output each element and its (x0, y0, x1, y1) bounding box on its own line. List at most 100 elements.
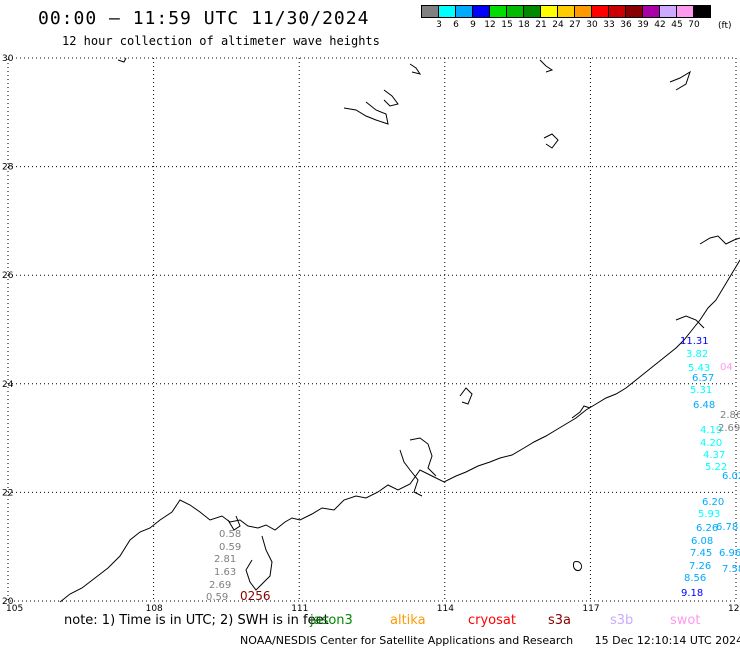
legend-swatch (693, 5, 711, 18)
credits-timestamp: 15 Dec 12:10:14 UTC 2024 (594, 634, 740, 647)
longitude-label: 111 (291, 604, 308, 614)
wave-height-label: 2.69 (718, 423, 740, 434)
wave-height-label: 5.22 (705, 462, 727, 473)
satellite-s3b: s3b (610, 613, 634, 628)
coast-inlet-4 (409, 437, 437, 477)
legend-label: 18 (518, 20, 530, 30)
wave-height-label: 6.78 (716, 522, 738, 533)
lake-4 (409, 63, 422, 75)
legend-label: 27 (569, 20, 581, 30)
wave-height-label: 1.63 (214, 567, 236, 578)
longitude-label: 120 (728, 604, 740, 614)
latitude-label: 20 (2, 597, 14, 607)
river-lake (343, 101, 389, 125)
credits-agency: NOAA/NESDIS Center for Satellite Applica… (240, 634, 574, 647)
mainland-coastline (59, 259, 740, 603)
legend-label: 12 (484, 20, 496, 30)
legend-label: 45 (671, 20, 683, 30)
island-1 (573, 561, 583, 571)
footer-note: note: 1) Time is in UTC; 2) SWH is in fe… (64, 613, 329, 628)
satellite-swot: swot (670, 613, 701, 628)
wave-height-label: 0.59 (206, 592, 228, 603)
longitude-label: 108 (146, 604, 163, 614)
lake-5 (539, 59, 554, 73)
legend-unit: (ft) (718, 21, 732, 31)
wave-height-label: 2.81 (214, 554, 236, 565)
wave-height-label: 0256 (240, 589, 271, 603)
axis-labels: 105 108 111 114 117 120 30 28 26 24 22 20 (2, 54, 740, 614)
wave-height-label: 5.93 (698, 509, 720, 520)
legend-label: 42 (654, 20, 666, 30)
wave-height-label: 6.02 (722, 471, 740, 482)
legend-label: 39 (637, 20, 649, 30)
coastline (59, 57, 740, 603)
wave-height-label: 5.43 (688, 363, 710, 374)
wave-height-label: 2.69 (209, 580, 231, 591)
legend-label: 21 (535, 20, 547, 30)
latitude-label: 30 (2, 54, 14, 64)
legend-label: 24 (552, 20, 564, 30)
wave-height-label: 9.18 (681, 588, 703, 599)
satellite-s3a: s3a (548, 613, 572, 628)
legend-label: 70 (688, 20, 700, 30)
lake-3 (669, 70, 691, 91)
wave-height-label: 6.20 (702, 497, 724, 508)
legend-label: 15 (501, 20, 513, 30)
coast-small-bay (675, 315, 705, 329)
latitude-label: 22 (2, 488, 13, 498)
wave-height-label: 3.82 (686, 349, 708, 360)
legend-label: 6 (453, 20, 459, 30)
map-subtitle: 12 hour collection of altimeter wave hei… (62, 34, 380, 48)
wave-height-label: 4.19 (700, 425, 722, 436)
wave-height-label: 2.86 (720, 410, 740, 421)
wave-height-label: 4.20 (700, 438, 722, 449)
coast-inlet-6 (459, 387, 473, 405)
wave-height-label: 6.08 (691, 536, 713, 547)
map-frame (7, 57, 737, 602)
coast-inlet-1 (245, 535, 273, 591)
wave-height-label: 5.31 (690, 385, 712, 396)
wave-height-label: 6.26 (696, 523, 718, 534)
credits: NOAA/NESDIS Center for Satellite Applica… (240, 634, 740, 647)
wave-height-label: 7.58 (722, 564, 740, 575)
wave-height-label: 0.58 (219, 529, 241, 540)
island-2 (117, 57, 127, 63)
wave-height-label: 8.56 (684, 573, 706, 584)
latitude-label: 24 (2, 380, 14, 390)
longitude-label: 114 (437, 604, 454, 614)
coast-inlet-2 (227, 515, 241, 531)
lake-2 (383, 89, 399, 107)
legend-label: 3 (436, 20, 442, 30)
legend-label: 36 (620, 20, 632, 30)
wave-height-label: 6.96 (719, 548, 740, 559)
legend-label: 9 (470, 20, 476, 30)
wave-height-labels: 0.580.592.811.632.690.59 025611.313.825.4… (206, 336, 740, 603)
latitude-label: 26 (2, 271, 14, 281)
wave-height-label: 6.57 (692, 373, 714, 384)
satellite-cryosat: cryosat (468, 613, 516, 628)
lake-6 (543, 133, 559, 149)
coast-inlet-3 (399, 449, 423, 497)
legend-label: 33 (603, 20, 615, 30)
graticule (7, 57, 737, 602)
latitude-label: 28 (2, 163, 14, 173)
wave-height-label: 7.45 (690, 548, 712, 559)
legend-labels: 3 6 9 12 15 18 21 24 27 30 33 36 39 42 45 70 (422, 18, 711, 32)
wave-height-label: 4.37 (703, 450, 725, 461)
coast-segment-ne (699, 235, 740, 245)
wave-height-label: 0.59 (219, 542, 241, 553)
color-legend: 3 6 9 12 15 18 21 24 27 30 33 36 39 42 45 70 (421, 5, 711, 35)
wave-height-label: 6.48 (693, 400, 715, 411)
coast-inlet-5 (571, 405, 591, 419)
map-title: 00:00 – 11:59 UTC 11/30/2024 (38, 8, 370, 29)
wave-height-label: 7.26 (689, 561, 711, 572)
longitude-label: 117 (582, 604, 599, 614)
legend-swatches (421, 5, 711, 18)
longitude-label: 105 (6, 604, 23, 614)
satellite-altika: altika (390, 613, 426, 628)
legend-label: 30 (586, 20, 598, 30)
wave-height-label: 11.31 (680, 336, 709, 347)
satellite-jason3: jason3 (310, 613, 353, 628)
wave-height-label: 04 (720, 362, 733, 373)
